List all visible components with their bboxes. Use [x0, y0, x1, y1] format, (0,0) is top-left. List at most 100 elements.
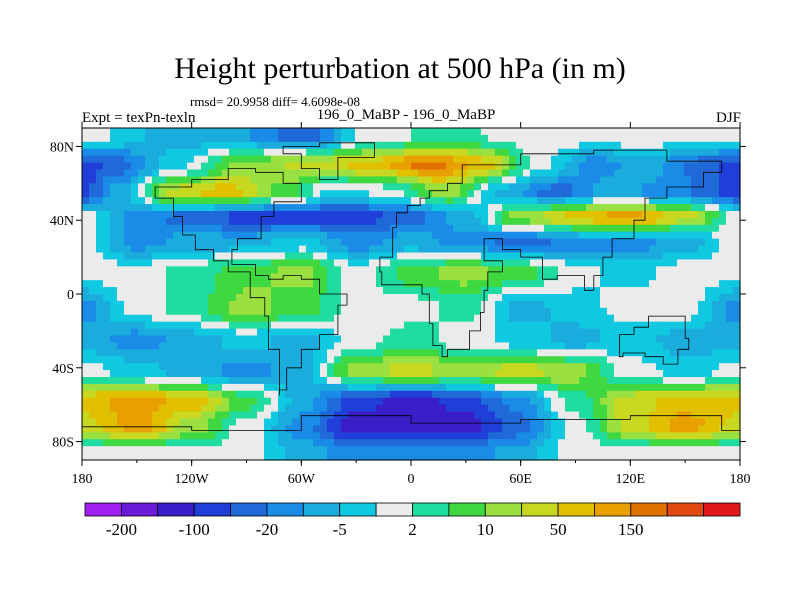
- field-cell: [271, 432, 279, 440]
- field-cell: [670, 335, 678, 344]
- field-cell: [502, 335, 510, 344]
- field-cell: [642, 245, 650, 254]
- field-cell: [334, 259, 342, 267]
- field-cell: [488, 294, 496, 302]
- field-cell: [467, 411, 475, 420]
- field-cell: [201, 134, 209, 143]
- field-cell: [264, 439, 272, 447]
- field-cell: [250, 321, 258, 330]
- field-cell: [348, 252, 356, 261]
- field-cell: [530, 204, 538, 212]
- field-cell: [250, 377, 258, 385]
- field-cell: [670, 273, 678, 281]
- field-cell: [467, 300, 475, 309]
- field-cell: [271, 328, 279, 337]
- field-cell: [474, 197, 482, 205]
- field-cell: [131, 273, 139, 281]
- field-cell: [453, 231, 461, 240]
- field-cell: [544, 377, 552, 385]
- field-cell: [698, 176, 706, 184]
- field-cell: [96, 197, 104, 205]
- field-cell: [537, 204, 545, 212]
- field-cell: [544, 404, 552, 413]
- field-cell: [418, 176, 426, 184]
- field-cell: [173, 224, 181, 233]
- field-cell: [656, 176, 664, 184]
- field-cell: [558, 446, 566, 454]
- field-cell: [411, 224, 419, 233]
- field-cell: [495, 211, 503, 219]
- field-cell: [194, 349, 202, 357]
- field-cell: [201, 411, 209, 420]
- field-cell: [173, 300, 181, 309]
- field-cell: [390, 363, 398, 371]
- field-cell: [481, 190, 489, 198]
- field-cell: [320, 155, 328, 164]
- field-cell: [236, 321, 244, 330]
- field-cell: [208, 280, 216, 288]
- field-cell: [516, 162, 524, 171]
- field-cell: [110, 204, 118, 212]
- field-cell: [110, 383, 118, 392]
- field-cell: [355, 162, 363, 171]
- field-cell: [362, 183, 370, 191]
- field-cell: [236, 128, 244, 136]
- field-cell: [222, 314, 230, 323]
- field-cell: [593, 134, 601, 143]
- field-cell: [180, 377, 188, 385]
- field-cell: [572, 280, 580, 288]
- field-cell: [726, 259, 734, 267]
- field-cell: [425, 259, 433, 267]
- field-cell: [670, 176, 678, 184]
- field-cell: [439, 335, 447, 344]
- field-cell: [390, 287, 398, 295]
- field-cell: [698, 128, 706, 136]
- field-cell: [495, 245, 503, 254]
- field-cell: [418, 370, 426, 378]
- field-cell: [215, 231, 223, 240]
- field-cell: [418, 231, 426, 240]
- field-cell: [159, 439, 167, 447]
- field-cell: [649, 128, 657, 136]
- field-cell: [467, 335, 475, 344]
- field-cell: [208, 356, 216, 364]
- field-cell: [453, 432, 461, 440]
- field-cell: [712, 238, 720, 247]
- field-cell: [614, 211, 622, 219]
- field-cell: [432, 183, 440, 191]
- field-cell: [481, 162, 489, 171]
- field-cell: [187, 328, 195, 337]
- field-cell: [208, 266, 216, 274]
- field-cell: [383, 197, 391, 205]
- field-cell: [411, 453, 419, 461]
- field-cell: [411, 377, 419, 385]
- field-cell: [278, 190, 286, 198]
- field-cell: [684, 328, 692, 337]
- field-cell: [376, 176, 384, 184]
- field-cell: [656, 370, 664, 378]
- field-cell: [684, 300, 692, 309]
- field-cell: [551, 155, 559, 164]
- field-cell: [82, 148, 90, 157]
- field-cell: [327, 128, 335, 136]
- field-cell: [670, 224, 678, 233]
- field-cell: [572, 432, 580, 440]
- field-cell: [215, 273, 223, 281]
- field-cell: [229, 176, 237, 184]
- field-cell: [656, 204, 664, 212]
- field-cell: [579, 439, 587, 447]
- colorbar-swatch: [666, 502, 705, 517]
- field-cell: [439, 231, 447, 240]
- field-cell: [425, 280, 433, 288]
- field-cell: [642, 328, 650, 337]
- field-cell: [180, 280, 188, 288]
- field-cell: [383, 134, 391, 143]
- field-cell: [194, 224, 202, 233]
- field-cell: [656, 211, 664, 219]
- field-cell: [131, 294, 139, 302]
- field-cell: [698, 273, 706, 281]
- field-cell: [117, 148, 125, 157]
- field-cell: [677, 259, 685, 267]
- field-cell: [642, 238, 650, 247]
- field-cell: [663, 321, 671, 330]
